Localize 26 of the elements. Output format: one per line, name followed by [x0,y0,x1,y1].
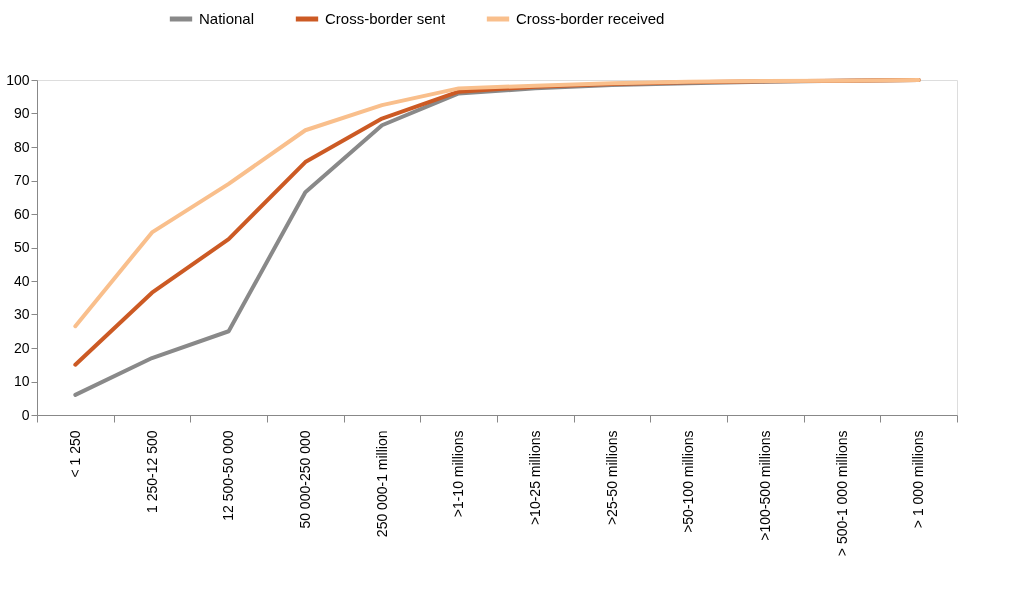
legend-label: Cross-border received [516,10,665,27]
x-tick-label: >10-25 millions [526,430,543,526]
x-tick-label: 250 000-1 million [373,430,390,538]
y-tick-label: 80 [13,138,30,155]
x-tick-label: >25-50 millions [603,430,620,526]
y-tick-label: 40 [13,272,30,289]
y-tick-label: 70 [13,172,30,188]
y-tick-label: 50 [13,239,30,255]
x-tick-label: > 500-1 000 millions [833,430,850,557]
x-tick-label: >50-100 millions [680,430,697,533]
y-tick-label: 20 [13,339,30,356]
y-tick-label: 60 [13,205,30,222]
x-tick-label: < 1 250 [66,430,83,478]
x-tick-label: 50 000-250 000 [296,430,313,529]
legend-label: Cross-border sent [325,10,446,27]
legend-label: National [199,10,255,27]
y-tick-label: 0 [21,406,30,423]
x-tick-label: 12 500-50 000 [220,430,237,521]
y-tick-label: 10 [13,373,30,389]
x-tick-label: 1 250-12 500 [143,430,160,514]
x-tick-label: > 1 000 millions [910,430,927,529]
x-tick-label: >1-10 millions [450,430,467,518]
x-tick-label: >100-500 millions [756,430,773,541]
y-tick-label: 30 [13,306,30,322]
y-tick-label: 100 [6,71,30,88]
y-tick-label: 90 [13,105,30,121]
